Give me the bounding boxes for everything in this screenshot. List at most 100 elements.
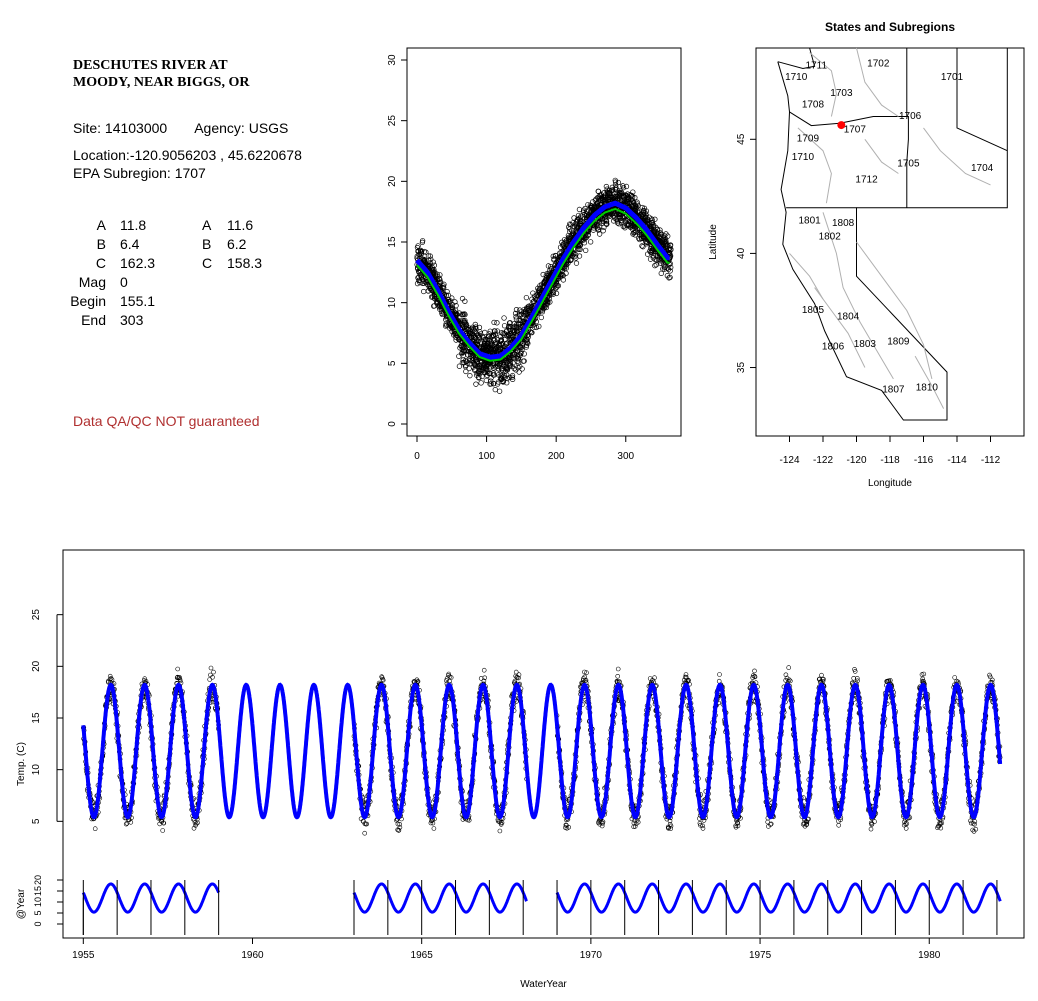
timeseries-point <box>448 675 454 680</box>
map-subregion-label: 1710 <box>792 152 815 163</box>
timeseries-x-tick-label: 1960 <box>241 950 264 961</box>
param-value-c: 162.3 <box>120 255 156 271</box>
seasonal-point <box>420 238 426 244</box>
map-x-axis-label: Longitude <box>868 478 912 489</box>
param2-value-c: 158.3 <box>227 255 263 271</box>
map-subregion-label: 1706 <box>899 111 922 122</box>
map-subregion-label: 1704 <box>971 163 994 174</box>
param-label-a: A <box>96 217 106 233</box>
seasonal-point <box>667 268 673 274</box>
seasonal-point <box>491 319 497 326</box>
seasonal-point <box>430 259 436 265</box>
map-subregion-label: 1710 <box>785 72 808 83</box>
map-subregion-label: 1703 <box>830 88 853 99</box>
seasonal-point <box>634 201 640 207</box>
seasonal-point <box>498 373 505 379</box>
map-subregion-label: 1708 <box>802 99 825 110</box>
map-subregion-label: 1806 <box>822 341 845 352</box>
timeseries-point <box>481 667 487 673</box>
seasonal-point <box>550 253 556 259</box>
timeseries-point <box>208 665 214 671</box>
seasonal-point <box>517 312 523 319</box>
seasonal-point <box>456 363 463 369</box>
annual-y-tick-label: 10 <box>33 897 43 907</box>
seasonal-point <box>431 262 437 268</box>
map-subregion-label: 1808 <box>832 218 855 229</box>
seasonal-point <box>468 333 475 339</box>
param-label-b: B <box>96 236 106 252</box>
seasonal-point <box>648 249 654 255</box>
seasonal-y-tick-label: 5 <box>387 360 398 366</box>
param-value-end: 303 <box>120 312 144 328</box>
seasonal-point <box>654 226 661 232</box>
seasonal-y-tick-label: 30 <box>387 54 398 66</box>
param-label-end: End <box>81 312 106 328</box>
map-subregion-label: 1702 <box>867 58 890 69</box>
timeseries-point <box>752 668 757 674</box>
annual-y-tick-label: 20 <box>33 875 43 885</box>
seasonal-point <box>482 329 488 336</box>
seasonal-point <box>467 373 473 379</box>
seasonal-point <box>565 260 571 266</box>
map-x-tick-label: -114 <box>947 455 967 466</box>
seasonal-y-tick-label: 10 <box>387 297 398 309</box>
seasonal-point <box>583 247 589 254</box>
timeseries-y-tick-label: 20 <box>31 660 42 672</box>
seasonal-point <box>662 236 669 242</box>
site-label: Site: <box>73 120 102 136</box>
seasonal-point <box>414 280 421 287</box>
site-title-line1: DESCHUTES RIVER AT <box>73 58 228 73</box>
seasonal-point <box>663 231 669 237</box>
map-subregion-boundary <box>923 127 991 186</box>
map-x-tick-label: -124 <box>779 455 799 466</box>
location-value: -120.9056203 , 45.6220678 <box>129 147 302 163</box>
seasonal-point <box>573 260 580 266</box>
seasonal-point <box>603 183 610 190</box>
param2-value-b: 6.2 <box>227 236 247 252</box>
map-y-tick-label: 35 <box>736 362 747 374</box>
seasonal-point <box>496 388 503 394</box>
map-subregion-label: 1707 <box>844 124 867 135</box>
timeseries-y-tick-label: 25 <box>31 609 42 621</box>
param-label-c: C <box>95 255 106 271</box>
seasonal-point <box>583 211 589 217</box>
timeseries-point <box>700 826 706 831</box>
seasonal-point <box>483 366 489 372</box>
seasonal-point <box>444 289 450 295</box>
site-title: DESCHUTES RIVER AT MOODY, NEAR BIGGS, OR <box>73 57 249 91</box>
qa-disclaimer: Data QA/QC NOT guaranteed <box>73 413 260 429</box>
seasonal-point <box>449 295 455 301</box>
agency: USGS <box>248 120 289 136</box>
subregion-row: EPA Subregion: 1707 <box>73 164 206 182</box>
agency-label: Agency: <box>194 120 245 136</box>
seasonal-point <box>573 246 579 252</box>
seasonal-point <box>437 272 443 278</box>
seasonal-point <box>596 231 603 237</box>
map-subregion-label: 1807 <box>882 385 905 396</box>
seasonal-point <box>490 370 496 376</box>
seasonal-point <box>561 244 567 251</box>
seasonal-point <box>639 204 645 211</box>
seasonal-point <box>647 256 654 262</box>
seasonal-point <box>658 270 664 277</box>
param-value-b: 6.4 <box>120 236 140 252</box>
seasonal-point <box>510 360 516 366</box>
map-subregion-boundary <box>814 287 866 368</box>
map-subregion-label: 1802 <box>819 232 842 243</box>
param2-label-b: B <box>202 236 212 252</box>
location-row: Location:-120.9056203 , 45.6220678 <box>73 146 302 164</box>
seasonal-point <box>476 324 483 331</box>
param2-value-a: 11.6 <box>227 217 254 233</box>
seasonal-point <box>492 386 498 393</box>
seasonal-point <box>427 253 433 259</box>
map-subregion-label: 1711 <box>806 61 828 72</box>
map-x-tick-label: -118 <box>880 455 900 466</box>
seasonal-point <box>416 274 422 280</box>
timeseries-point <box>362 830 368 836</box>
seasonal-point <box>572 253 578 260</box>
seasonal-point <box>612 179 619 185</box>
seasonal-point <box>521 358 527 364</box>
seasonal-point <box>523 294 530 301</box>
seasonal-point <box>457 345 463 351</box>
